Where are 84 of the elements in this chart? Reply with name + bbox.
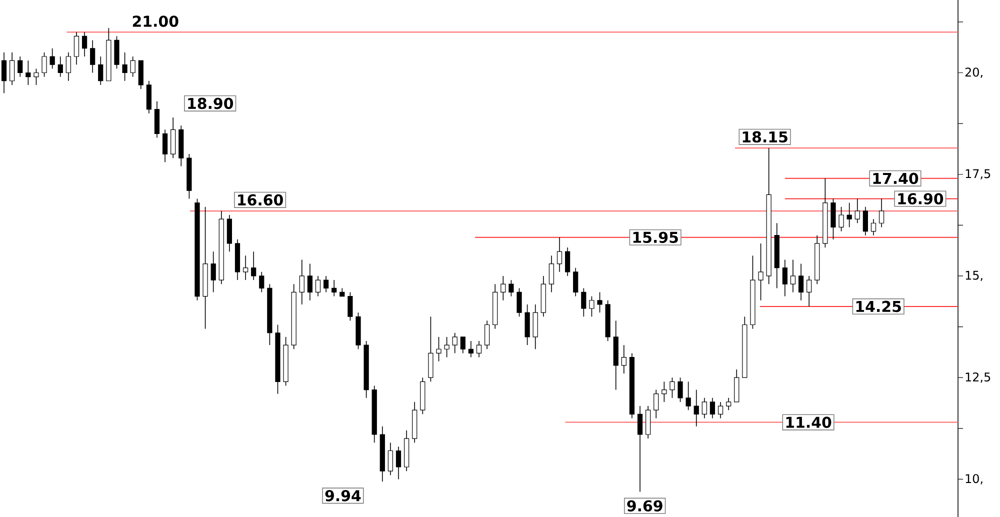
candlestick bbox=[581, 288, 586, 318]
candlestick bbox=[806, 276, 812, 307]
candlestick bbox=[396, 446, 402, 480]
candlestick bbox=[782, 259, 788, 297]
candlestick bbox=[10, 52, 15, 86]
candlestick bbox=[444, 336, 450, 358]
candlestick bbox=[702, 398, 707, 419]
candlestick bbox=[508, 280, 514, 297]
annotation: 9.94 bbox=[325, 490, 361, 502]
y-tick-label: 15, bbox=[966, 270, 982, 282]
candlestick bbox=[130, 56, 136, 78]
candlestick bbox=[484, 320, 490, 350]
candlestick bbox=[565, 247, 570, 276]
candlestick bbox=[718, 402, 724, 419]
candlestick bbox=[589, 296, 594, 318]
candlestick bbox=[556, 236, 562, 272]
candlestick bbox=[332, 280, 337, 297]
candlestick bbox=[798, 263, 804, 301]
candlestick bbox=[862, 206, 868, 236]
candlestick bbox=[58, 56, 63, 78]
ref-line-label: 15.95 bbox=[633, 232, 678, 244]
candlestick bbox=[686, 381, 691, 410]
ref-line-label: 16.90 bbox=[898, 193, 944, 204]
ref-line-label: 14.25 bbox=[856, 300, 901, 312]
candlestick bbox=[315, 276, 321, 297]
candlestick bbox=[348, 292, 353, 322]
candlestick bbox=[259, 272, 264, 293]
y-tick-label: 20, bbox=[965, 68, 982, 78]
candlestick bbox=[621, 344, 626, 374]
y-tick-label: 10, bbox=[966, 474, 982, 484]
candlestick bbox=[694, 389, 699, 427]
annotation: 9.69 bbox=[627, 500, 662, 512]
candlestick bbox=[1, 52, 7, 94]
candlestick bbox=[436, 336, 442, 362]
y-tick-label: 17,5 bbox=[966, 169, 990, 180]
candlestick bbox=[323, 276, 329, 293]
candlestick bbox=[162, 129, 168, 163]
candlestick bbox=[18, 56, 23, 78]
candlestick bbox=[460, 336, 466, 354]
candlestick bbox=[34, 68, 39, 86]
candlestick bbox=[50, 48, 55, 70]
candlestick bbox=[242, 255, 248, 280]
candlestick bbox=[251, 251, 256, 280]
candlestick bbox=[854, 198, 860, 224]
candlestick bbox=[98, 56, 104, 86]
candlestick bbox=[452, 332, 458, 354]
candlestick bbox=[299, 259, 304, 305]
ref-line-label: 16.60 bbox=[238, 194, 283, 206]
candlestick bbox=[597, 292, 602, 313]
candlestick bbox=[500, 276, 506, 301]
candlestick bbox=[710, 398, 716, 419]
ref-line-label: 21.00 bbox=[132, 16, 178, 27]
candlestick bbox=[637, 406, 643, 492]
ref-line-label: 17.40 bbox=[873, 172, 918, 184]
candlestick bbox=[878, 198, 884, 228]
candlestick bbox=[870, 218, 876, 236]
ref-line-label: 18.15 bbox=[742, 131, 788, 143]
candlestick bbox=[846, 202, 852, 228]
candlestick bbox=[74, 32, 80, 66]
candlestick bbox=[790, 259, 796, 293]
candlestick bbox=[42, 52, 47, 78]
candlestick bbox=[476, 340, 482, 358]
candlestick bbox=[662, 381, 667, 402]
candlestick bbox=[654, 389, 659, 419]
candlestick bbox=[26, 60, 31, 86]
candlestick bbox=[573, 267, 578, 297]
candlestick bbox=[82, 32, 88, 57]
candlestick bbox=[388, 442, 394, 476]
candlestick bbox=[66, 52, 71, 82]
candlestick bbox=[758, 243, 764, 301]
candlestick bbox=[516, 288, 522, 318]
candlestick bbox=[210, 251, 216, 293]
candlestick bbox=[726, 398, 732, 410]
candlestick bbox=[90, 40, 96, 74]
candlestick bbox=[678, 377, 683, 402]
candlestick bbox=[670, 377, 675, 398]
candlestick bbox=[307, 263, 312, 301]
ref-line-label: 11.40 bbox=[786, 416, 832, 428]
candlestick bbox=[468, 340, 474, 358]
y-tick-label: 12,5 bbox=[966, 372, 990, 383]
candlestick bbox=[548, 255, 554, 293]
candlestick bbox=[122, 52, 128, 82]
annotation: 18.90 bbox=[188, 98, 234, 110]
candlestick bbox=[838, 206, 844, 232]
